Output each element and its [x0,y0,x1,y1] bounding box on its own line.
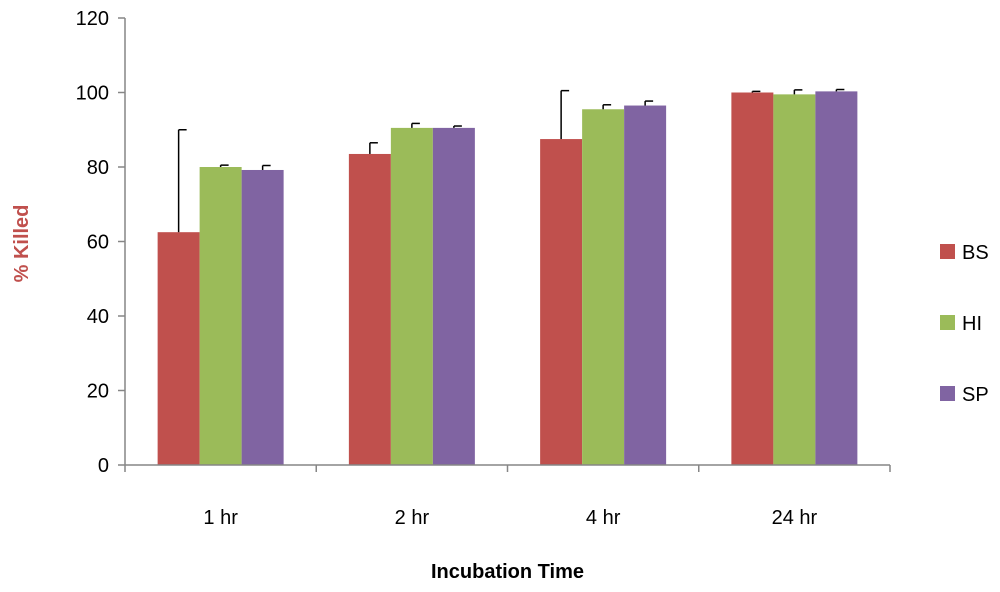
y-axis-title: % Killed [11,205,33,283]
x-tick-group: 1 hr 2 hr 4 hr 24 hr [124,465,891,529]
bar-sp [624,105,667,465]
bar-hi [199,167,242,465]
legend-label-hi: HI [962,313,982,335]
x-tick-label: 2 hr [395,507,430,529]
y-tick-group: 0 20 40 60 80 100 120 [76,8,125,477]
y-tick-label: 0 [98,455,109,477]
y-tick-label: 40 [87,306,109,328]
bar-sp [432,127,475,465]
bar-bs [157,232,200,465]
bar-sp [815,91,858,465]
bar-sp [241,169,284,466]
legend-swatch-hi [940,315,955,330]
bar-bs [348,153,391,465]
bar-bs [540,139,583,465]
x-axis-title: Incubation Time [431,561,584,583]
legend-swatch-bs [940,244,955,259]
y-tick-label: 100 [76,83,109,105]
legend-swatch-sp [940,386,955,401]
y-tick-label: 60 [87,232,109,254]
legend-label-bs: BS [962,242,989,264]
legend: BS HI SP [940,242,989,406]
x-tick-label: 24 hr [772,507,818,529]
x-tick-label: 1 hr [203,507,238,529]
x-tick-label: 4 hr [586,507,621,529]
y-tick-label: 20 [87,381,109,403]
error-bars-group [177,88,845,233]
legend-label-sp: SP [962,384,989,406]
bar-bs [731,92,774,465]
y-tick-label: 120 [76,8,109,30]
bar-hi [773,94,816,466]
bar-hi [390,127,433,465]
bars-group [157,91,858,466]
y-tick-label: 80 [87,157,109,179]
bar-hi [582,109,625,465]
